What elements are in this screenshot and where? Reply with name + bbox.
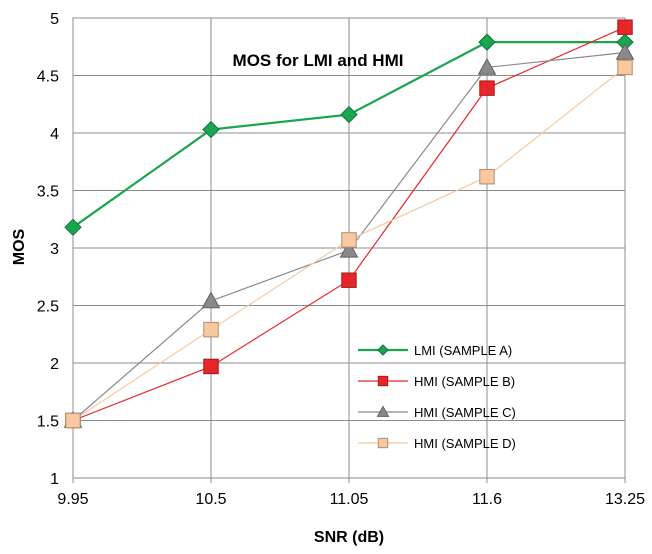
legend-item: HMI (SAMPLE B) <box>358 374 515 389</box>
y-tick-label: 1 <box>50 471 59 488</box>
legend-marker <box>376 405 390 417</box>
legend-item: LMI (SAMPLE A) <box>358 343 512 358</box>
series-1 <box>64 33 634 237</box>
legend-label: HMI (SAMPLE B) <box>414 374 515 389</box>
plot-border <box>72 17 626 479</box>
y-tick-label: 3 <box>50 241 59 258</box>
data-point <box>615 42 635 60</box>
legend-label: HMI (SAMPLE D) <box>414 436 516 451</box>
series-group <box>63 19 635 429</box>
x-axis-title: SNR (dB) <box>314 529 384 546</box>
y-axis-ticks: 1 1.5 2 2.5 3 3.5 4 4.5 5 <box>37 11 59 488</box>
data-point <box>341 272 357 288</box>
data-point <box>340 105 358 124</box>
data-point <box>65 412 81 429</box>
y-tick-label: 4 <box>50 126 59 143</box>
x-tick-label: 10.5 <box>195 491 226 508</box>
legend-item: HMI (SAMPLE D) <box>358 436 516 451</box>
y-tick-label: 3.5 <box>37 184 59 201</box>
data-point <box>617 59 633 76</box>
series-4 <box>65 59 633 429</box>
data-point <box>203 358 219 375</box>
y-axis-title: MOS <box>11 228 28 265</box>
legend-label: LMI (SAMPLE A) <box>414 343 512 358</box>
data-point <box>201 291 221 309</box>
legend: LMI (SAMPLE A) HMI (SAMPLE B) HMI (SAMPLE … <box>358 343 516 451</box>
legend-item: HMI (SAMPLE C) <box>358 405 516 420</box>
legend-marker <box>377 375 389 387</box>
x-tick-label: 13.25 <box>605 491 645 508</box>
y-tick-label: 5 <box>50 11 59 28</box>
x-tick-label: 9.95 <box>57 491 88 508</box>
plot-area <box>72 17 626 479</box>
data-point <box>202 120 220 139</box>
y-tick-label: 2.5 <box>37 299 59 316</box>
y-tick-label: 1.5 <box>37 414 59 431</box>
data-point <box>339 240 359 258</box>
x-tick-label: 11.6 <box>472 491 502 508</box>
y-tick-label: 2 <box>50 356 59 373</box>
y-tick-label: 4.5 <box>37 69 59 86</box>
data-point <box>479 80 495 96</box>
x-tick-label: 11.05 <box>330 491 369 508</box>
data-point <box>478 33 496 51</box>
data-point <box>203 321 219 338</box>
data-point <box>477 57 497 75</box>
legend-marker <box>377 437 389 449</box>
legend-marker <box>377 344 389 356</box>
data-point <box>341 232 357 248</box>
legend-label: HMI (SAMPLE C) <box>414 405 516 420</box>
x-axis-ticks: 9.95 10.5 11.05 11.6 13.25 <box>57 491 645 508</box>
data-point <box>64 218 82 237</box>
data-point <box>479 168 495 185</box>
data-point <box>617 19 633 35</box>
chart-title: MOS for LMI and HMI <box>233 51 404 70</box>
